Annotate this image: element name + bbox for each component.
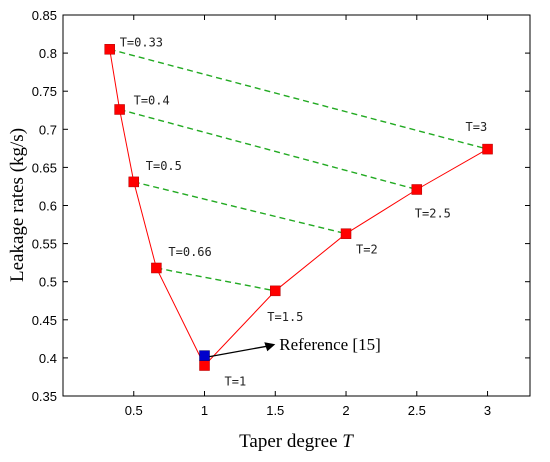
y-tick-label: 0.8 <box>39 46 57 61</box>
y-tick-label: 0.75 <box>32 84 57 99</box>
x-tick-label: 1 <box>201 403 208 418</box>
y-tick-label: 0.65 <box>32 160 57 175</box>
x-tick-label: 1.5 <box>266 403 284 418</box>
y-axis-title: Leakage rates (kg/s) <box>7 128 28 282</box>
data-point-marker <box>270 285 281 297</box>
data-point-marker <box>128 176 140 188</box>
pair-dashed-line <box>133 181 347 235</box>
reference-arrowhead <box>264 342 276 352</box>
y-tick-label: 0.55 <box>32 237 57 252</box>
data-point-marker <box>114 104 125 115</box>
pair-dashed-line <box>119 108 417 191</box>
point-label: T=0.66 <box>168 245 211 259</box>
y-tick-label: 0.35 <box>32 389 57 404</box>
x-tick-label: 2.5 <box>408 403 426 418</box>
x-axis-title-text: Taper degree <box>239 431 337 452</box>
y-tick-label: 0.4 <box>39 351 57 366</box>
data-point-marker <box>411 184 423 195</box>
point-label: T=1.5 <box>267 310 303 324</box>
data-point-marker <box>340 228 352 239</box>
y-tick-label: 0.6 <box>39 199 57 214</box>
pair-lines <box>109 48 488 292</box>
y-tick-label: 0.5 <box>39 275 57 290</box>
point-label: T=0.33 <box>120 35 163 49</box>
point-label: T=0.5 <box>146 159 182 173</box>
data-point-marker <box>104 44 115 55</box>
reference-label: Reference [15] <box>279 335 380 354</box>
plot-area <box>62 14 531 397</box>
y-tick-label: 0.7 <box>39 122 57 137</box>
reference-annotation: Reference [15] <box>199 335 381 361</box>
point-labels: T=0.33 T=0.4 T=0.5 T=0.66 T=1 T=1.5 T=2 T=2.5 T=… <box>120 35 488 388</box>
data-point-marker <box>151 262 162 274</box>
point-label: T=1 <box>225 375 247 389</box>
data-point-marker <box>482 143 493 155</box>
x-tick-label: 3 <box>484 403 491 418</box>
x-axis-title: Taper degree T <box>239 431 354 452</box>
point-label: T=2 <box>356 243 378 257</box>
pair-dashed-line <box>109 48 488 150</box>
reference-arrow-line <box>209 345 268 358</box>
y-tick-label: 0.45 <box>32 313 57 328</box>
point-label: T=0.4 <box>134 93 170 107</box>
point-label: T=3 <box>466 120 488 134</box>
point-label: T=2.5 <box>415 206 451 220</box>
x-tick-label: 0.5 <box>125 403 143 418</box>
y-axis: 0.35 0.4 0.45 0.5 0.55 0.6 0.65 0.7 0.75 0.8 0.85 <box>32 8 530 404</box>
x-axis-title-var: T <box>342 431 354 452</box>
reference-marker <box>199 350 210 361</box>
data-point-marker <box>199 360 210 371</box>
y-tick-label: 0.85 <box>32 8 57 23</box>
x-axis: 0.5 1 1.5 2 2.5 3 <box>125 15 491 418</box>
pair-dashed-line <box>156 267 276 292</box>
x-tick-label: 2 <box>342 403 349 418</box>
